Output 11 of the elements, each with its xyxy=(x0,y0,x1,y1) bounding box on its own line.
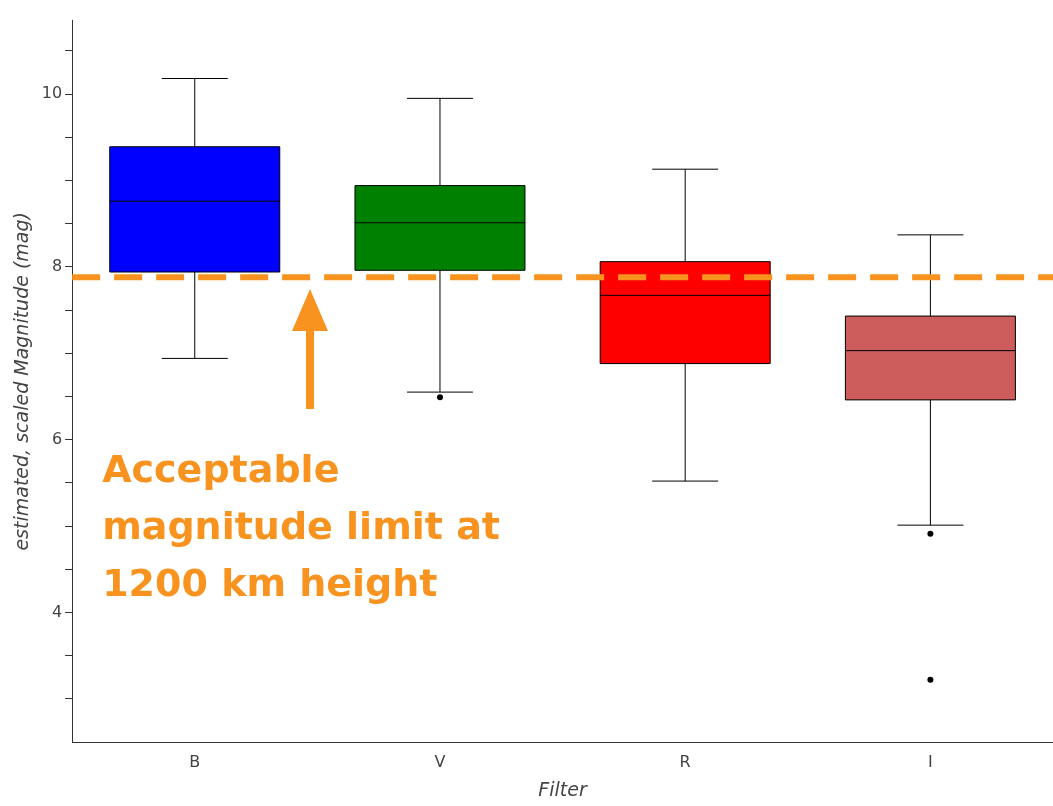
x-axis-title: Filter xyxy=(538,777,588,800)
y-tick-label: 10 xyxy=(41,83,63,103)
y-axis-title: estimated, scaled Magnitude (mag) xyxy=(10,212,33,551)
x-tick-label: B xyxy=(189,751,201,771)
x-tick-label: R xyxy=(679,751,691,771)
y-tick-label: 8 xyxy=(51,255,63,275)
ref-line-label: Acceptable magnitude limit at 1200 km height xyxy=(102,447,500,606)
y-tick-label: 4 xyxy=(51,601,63,621)
y-tick-label: 6 xyxy=(51,428,63,448)
x-tick-label: I xyxy=(928,751,933,771)
x-tick-label: V xyxy=(434,751,446,771)
